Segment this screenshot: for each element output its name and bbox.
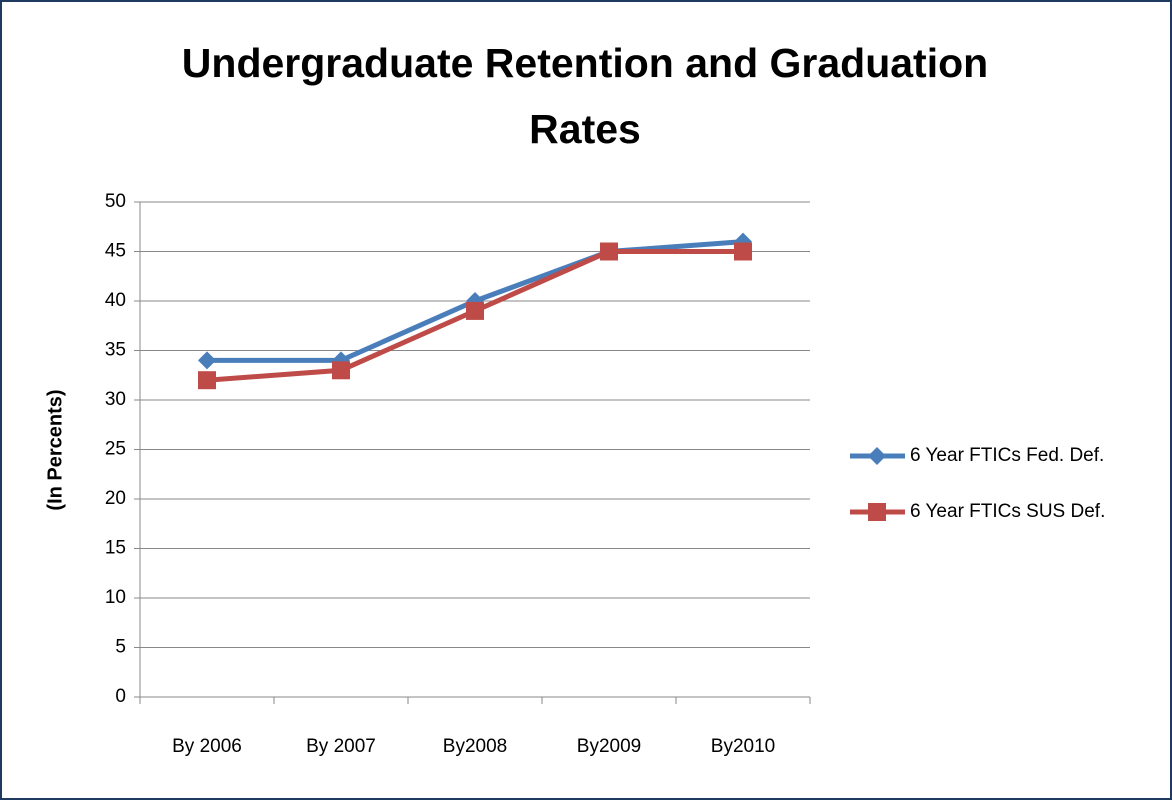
y-tick-label: 45 [105, 241, 126, 262]
y-tick-label: 10 [105, 587, 126, 608]
y-tick-label: 30 [105, 389, 126, 410]
legend-marker [868, 503, 886, 521]
y-tick-label: 5 [115, 637, 126, 658]
y-tick-label: 35 [105, 340, 126, 361]
y-tick-label: 25 [105, 439, 126, 460]
y-tick-label: 20 [105, 488, 126, 509]
data-point [734, 242, 752, 261]
y-tick-label: 40 [105, 290, 126, 311]
legend-label: 6 Year FTICs Fed. Def. [910, 445, 1104, 466]
data-point [198, 371, 216, 390]
x-tick-label: By2008 [443, 736, 507, 757]
y-tick-label: 15 [105, 538, 126, 559]
legend-marker [868, 447, 886, 465]
y-tick-label: 50 [105, 191, 126, 212]
data-point [600, 242, 618, 261]
x-tick-label: By 2007 [306, 736, 376, 757]
x-tick-label: By 2006 [172, 736, 242, 757]
data-point [332, 361, 350, 380]
chart-title: Undergraduate Retention and Graduation R… [181, 40, 989, 152]
data-point [198, 351, 216, 370]
y-tick-label: 0 [115, 686, 126, 707]
x-tick-label: By2010 [711, 736, 775, 757]
data-point [466, 301, 484, 320]
x-tick-label: By2009 [577, 736, 641, 757]
legend-label: 6 Year FTICs SUS Def. [910, 501, 1105, 522]
y-axis-label: (In Percents) [44, 389, 66, 510]
